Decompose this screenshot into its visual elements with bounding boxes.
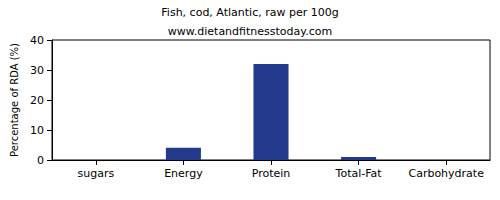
- svg-text:20: 20: [30, 94, 44, 107]
- svg-text:sugars: sugars: [77, 167, 114, 180]
- svg-text:Percentage of RDA (%): Percentage of RDA (%): [9, 43, 20, 157]
- svg-text:Protein: Protein: [252, 167, 291, 180]
- svg-text:www.dietandfitnesstoday.com: www.dietandfitnesstoday.com: [168, 25, 332, 38]
- svg-text:10: 10: [30, 124, 44, 137]
- svg-text:Carbohydrate: Carbohydrate: [408, 167, 484, 180]
- svg-text:40: 40: [30, 34, 44, 47]
- svg-text:Energy: Energy: [164, 167, 203, 180]
- svg-text:Fish, cod, Atlantic, raw per 1: Fish, cod, Atlantic, raw per 100g: [161, 6, 338, 19]
- svg-text:30: 30: [30, 64, 44, 77]
- svg-text:0: 0: [37, 154, 44, 167]
- svg-text:Total-Fat: Total-Fat: [335, 167, 383, 180]
